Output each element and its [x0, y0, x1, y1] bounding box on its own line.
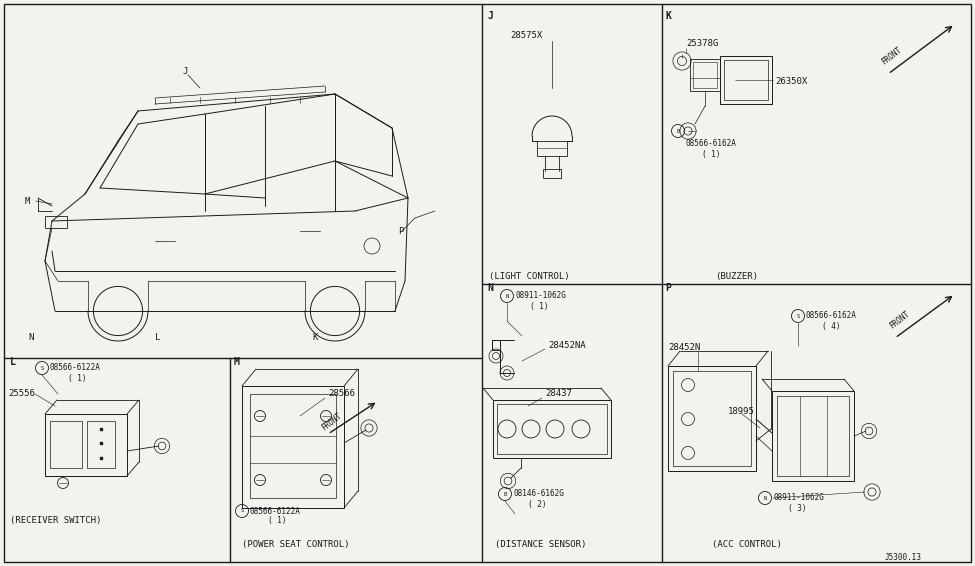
Text: ( 1): ( 1) — [702, 149, 721, 158]
Text: ( 1): ( 1) — [268, 517, 287, 525]
Text: ( 3): ( 3) — [788, 504, 806, 512]
Text: 28437: 28437 — [545, 389, 572, 398]
Text: L: L — [155, 333, 160, 342]
Bar — [724, 60, 768, 100]
Text: P: P — [398, 226, 404, 235]
Bar — [45, 414, 127, 476]
Text: 25378G: 25378G — [686, 40, 719, 49]
Bar — [87, 421, 115, 468]
Bar — [50, 421, 82, 468]
Text: ( 2): ( 2) — [528, 500, 547, 508]
Text: P: P — [665, 283, 671, 293]
Text: 18995: 18995 — [728, 406, 755, 415]
Text: N: N — [28, 333, 33, 342]
Text: B: B — [676, 128, 680, 134]
Text: FRONT: FRONT — [888, 310, 912, 331]
Text: N: N — [487, 283, 493, 293]
Text: N: N — [505, 294, 509, 298]
Text: K: K — [312, 333, 318, 342]
Text: 26350X: 26350X — [775, 76, 807, 85]
Text: FRONT: FRONT — [320, 411, 344, 432]
Text: 25556: 25556 — [8, 389, 35, 398]
Text: S: S — [241, 508, 244, 513]
Text: 28575X: 28575X — [510, 32, 542, 41]
Text: 08911-1062G: 08911-1062G — [773, 494, 824, 503]
Bar — [777, 396, 849, 476]
Bar — [493, 400, 611, 458]
Text: (DISTANCE SENSOR): (DISTANCE SENSOR) — [495, 539, 586, 548]
Text: 28566: 28566 — [328, 389, 355, 398]
Text: K: K — [665, 11, 671, 21]
Text: J: J — [487, 11, 493, 21]
Text: ( 1): ( 1) — [68, 374, 87, 383]
Bar — [543, 169, 561, 178]
Text: ( 4): ( 4) — [822, 321, 840, 331]
Text: J: J — [182, 66, 187, 75]
Bar — [497, 404, 607, 454]
Text: (POWER SEAT CONTROL): (POWER SEAT CONTROL) — [242, 539, 349, 548]
Bar — [772, 391, 854, 481]
Bar — [250, 394, 336, 498]
Text: S: S — [797, 314, 799, 319]
Text: 08566-6162A: 08566-6162A — [685, 139, 736, 148]
Text: 08911-1062G: 08911-1062G — [515, 291, 566, 301]
Text: FRONT: FRONT — [880, 45, 904, 67]
Text: 28452N: 28452N — [668, 344, 700, 353]
Bar — [693, 62, 717, 88]
Bar — [720, 56, 772, 104]
Bar — [668, 366, 756, 471]
Text: 08566-6162A: 08566-6162A — [806, 311, 857, 320]
Bar — [673, 371, 751, 466]
Text: ( 1): ( 1) — [530, 302, 549, 311]
Bar — [690, 59, 720, 91]
Text: (ACC CONTROL): (ACC CONTROL) — [712, 539, 782, 548]
Text: B: B — [503, 491, 507, 496]
Text: S: S — [40, 366, 44, 371]
Text: 28452NA: 28452NA — [548, 341, 586, 350]
Text: M: M — [234, 357, 240, 367]
Text: 08566-6122A: 08566-6122A — [50, 363, 100, 372]
Text: 08146-6162G: 08146-6162G — [513, 490, 564, 499]
Text: N: N — [763, 495, 766, 500]
Text: (BUZZER): (BUZZER) — [715, 272, 758, 281]
Text: 08566-6122A: 08566-6122A — [250, 507, 301, 516]
Text: J5300.I3: J5300.I3 — [885, 554, 922, 563]
Bar — [45, 216, 67, 228]
Text: (RECEIVER SWITCH): (RECEIVER SWITCH) — [10, 517, 101, 525]
Text: M: M — [25, 196, 30, 205]
Text: (LIGHT CONTROL): (LIGHT CONTROL) — [489, 272, 569, 281]
Bar — [242, 386, 344, 508]
Bar — [537, 141, 567, 156]
Text: L: L — [10, 357, 16, 367]
